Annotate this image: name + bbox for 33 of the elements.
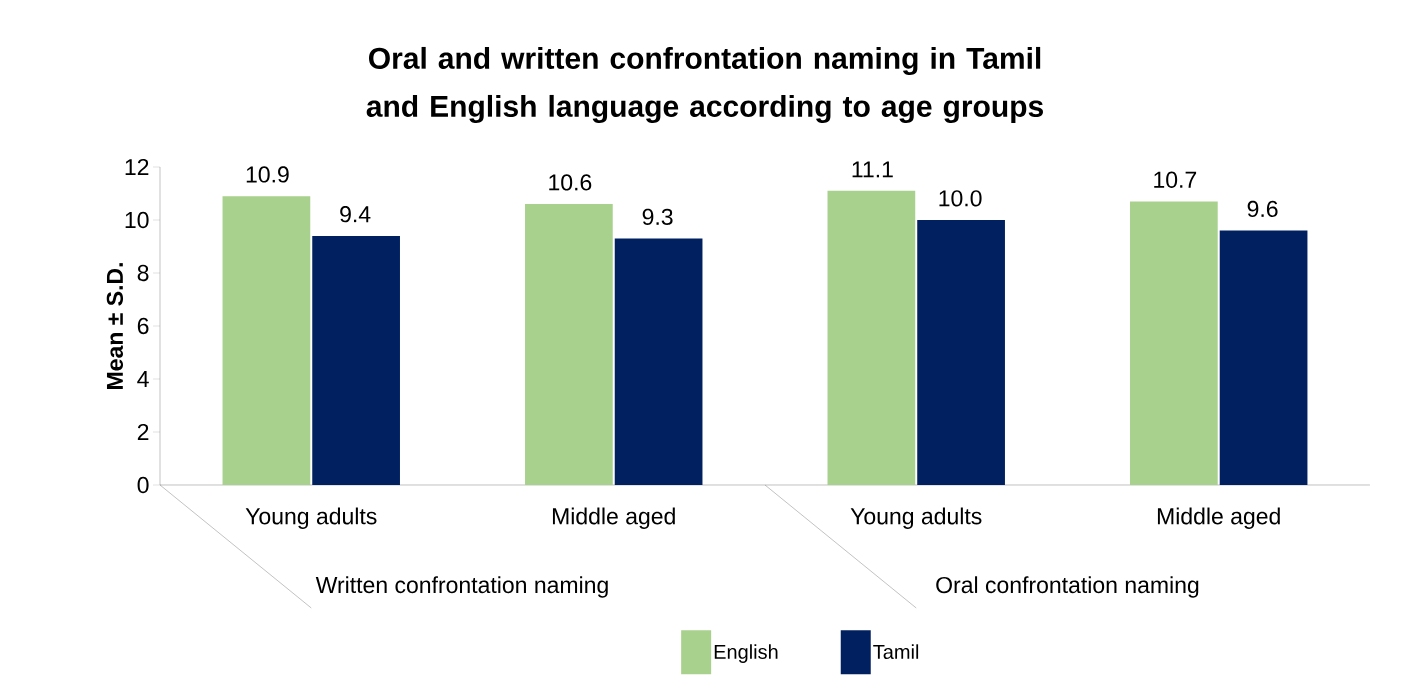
y-tick-label: 0 xyxy=(137,476,149,494)
data-label: 9.6 xyxy=(1247,200,1278,218)
data-label: 9.4 xyxy=(340,206,371,223)
data-label: 10.6 xyxy=(549,174,592,191)
bar xyxy=(222,196,311,485)
bar xyxy=(312,235,400,485)
y-tick-label: 6 xyxy=(137,317,149,335)
x-tick-label: Middle aged xyxy=(552,507,675,529)
data-label: 10.9 xyxy=(246,166,289,183)
x-tick-label: Young adults xyxy=(850,507,982,529)
data-label: 10.0 xyxy=(939,190,982,207)
x-tick-label: Middle aged xyxy=(1157,507,1280,529)
y-tick-label: 8 xyxy=(137,264,149,282)
data-label: 9.3 xyxy=(642,208,673,225)
bar xyxy=(1130,201,1218,485)
y-tick-label: 2 xyxy=(137,423,149,441)
bar xyxy=(1219,230,1308,485)
y-tick-label: 10 xyxy=(125,211,149,229)
text: Written confrontation naming xyxy=(315,576,608,598)
legend-label: Tamil xyxy=(873,644,919,659)
legend-label: English xyxy=(714,644,778,663)
bar xyxy=(614,238,703,485)
y-axis-title: Mean ± S.D. xyxy=(106,263,124,389)
text: Oral confrontation naming xyxy=(936,576,1199,598)
y-tick-label: 12 xyxy=(125,158,149,176)
x-tick-label: Young adults xyxy=(245,507,377,529)
y-tick-label: 4 xyxy=(137,371,149,387)
data-label: 11.1 xyxy=(852,161,893,178)
bar xyxy=(917,219,1005,485)
chart-title: Oral and written confrontation naming in Tamil and English language according to age groups xyxy=(366,46,1043,124)
data-label: 10.7 xyxy=(1154,171,1197,188)
bar xyxy=(827,190,916,485)
bar xyxy=(525,204,613,485)
